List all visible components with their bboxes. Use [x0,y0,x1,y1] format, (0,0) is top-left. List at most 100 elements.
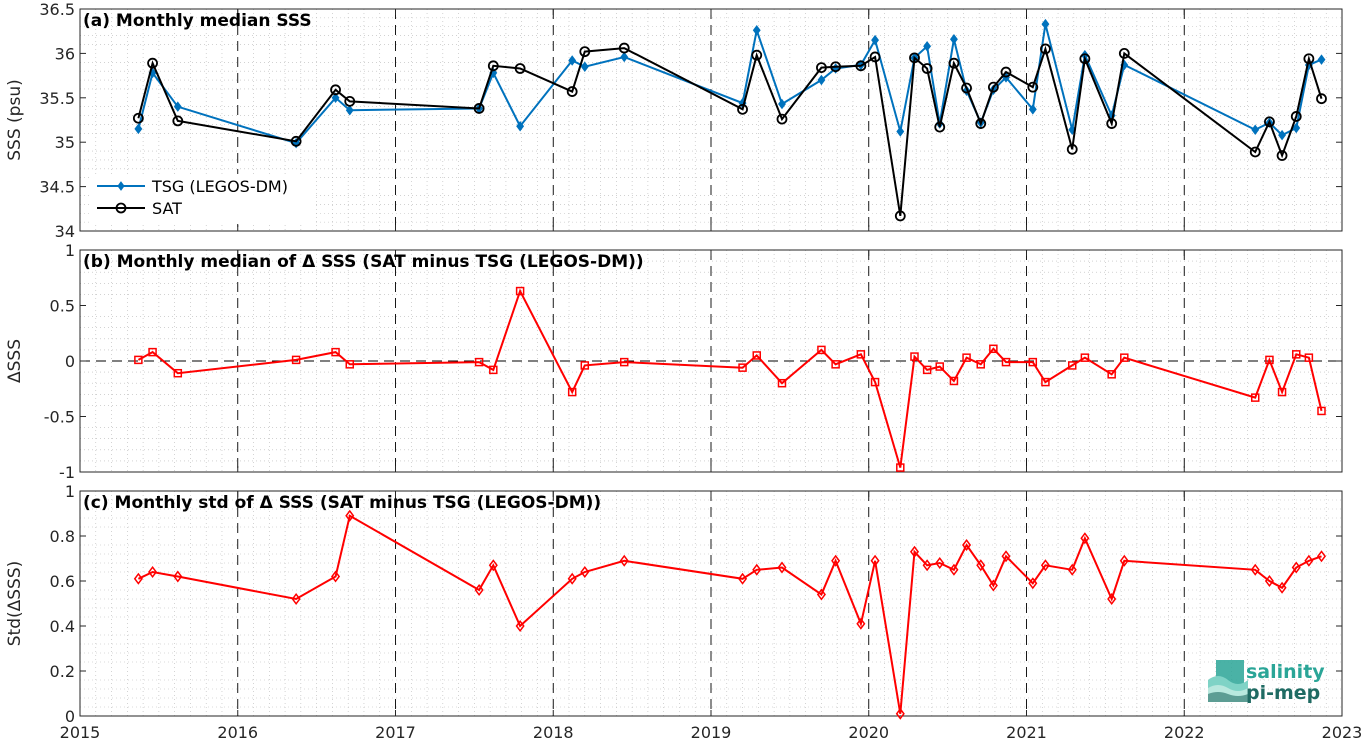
y-tick-label: 0.2 [50,662,75,681]
data-point [909,545,920,558]
data-point [172,115,184,127]
data-point [923,41,932,52]
x-axis-tick-labels: 2015 2016 2017 2018 2019 2020 2021 2022 2023 [60,723,1363,742]
series-line [137,288,1323,468]
panel-a-sss: 34 34.5 35 35.5 36 36.5 SSS (psu) (a) Monthly m… [5,0,1343,241]
y-tick-label: -1 [59,463,75,482]
panel-title: (b) Monthly median of Δ SSS (SAT minus T… [83,252,644,272]
data-point [895,707,905,720]
data-point [618,42,630,54]
y-tick-label: 0.4 [50,617,75,636]
logo-text-line2: pi-mep [1246,682,1320,704]
data-point [331,347,340,357]
data-point [1303,53,1315,65]
data-point [1119,554,1129,567]
data-point [817,345,826,355]
data-point [1106,118,1118,129]
data-point [132,112,144,124]
y-tick-label: -0.5 [44,408,75,427]
data-point [1107,370,1116,379]
y-tick-label: 36 [55,44,75,63]
data-point [345,104,354,116]
data-point [1250,393,1260,402]
data-point [515,619,525,633]
data-point [949,33,958,45]
y-tick-label: 35.5 [39,89,75,108]
data-point [1067,361,1077,370]
data-point [856,350,866,359]
legend: TSG (LEGOS-DM) SAT [91,174,313,224]
data-point [869,51,881,63]
data-point [1277,581,1287,594]
data-point [1292,350,1301,359]
data-point [566,86,578,97]
data-point [1028,577,1038,590]
y-tick-label: 35 [55,133,75,152]
data-point [752,351,761,360]
x-tick-label: 2016 [217,723,258,742]
data-point [1290,111,1302,122]
data-point [987,81,999,93]
data-point [948,57,960,69]
data-point [291,592,301,606]
panel-title: (c) Monthly std of Δ SSS (SAT minus TSG … [83,493,601,513]
y-tick-label: 0 [65,707,75,726]
data-point [580,565,590,579]
data-point [1066,143,1078,155]
data-point [619,357,629,367]
data-point [817,74,826,86]
y-tick-label: 34 [55,222,75,241]
data-point [922,559,932,572]
data-point [290,135,302,147]
series-line [137,514,1322,714]
data-point [489,365,498,375]
data-point [752,563,762,576]
data-point [487,60,499,72]
data-point [961,82,972,94]
y-tick-label: 1 [65,241,75,260]
data-point [1001,550,1011,563]
data-point [331,92,340,104]
data-point [752,25,761,36]
data-point [344,95,356,107]
data-point [976,360,986,369]
data-point [1107,592,1117,606]
series-line [137,45,1323,217]
data-point [989,344,998,354]
data-point [1277,387,1287,397]
data-point [580,361,590,370]
x-tick-label: 2017 [375,723,416,742]
data-point [949,376,959,386]
series-delta-sss [134,286,1326,472]
y-axis-label: Std(ΔSSS) [5,561,25,647]
salinity-pimep-wave-logo [1208,660,1248,702]
data-point [488,559,498,572]
legend-label: TSG (LEGOS-DM) [151,177,288,196]
data-point [1000,66,1012,78]
data-point [133,572,143,585]
legend-item: SAT [97,199,182,218]
data-point [909,52,920,64]
data-point [870,377,880,387]
data-point [1041,18,1050,30]
data-point [474,357,484,367]
data-point [330,84,341,96]
data-point [855,60,867,72]
data-point [935,362,944,371]
data-point [567,387,577,397]
data-point [173,368,183,378]
y-axis-label: ΔSSS [5,339,25,383]
panel-title: (a) Monthly median SSS [83,11,312,31]
x-tick-label: 2018 [533,723,574,742]
data-point [1316,93,1327,105]
data-point [777,561,787,574]
data-point [921,63,933,74]
data-point [778,98,786,110]
data-point [976,559,986,572]
data-point [1264,574,1274,588]
data-point [473,103,485,114]
data-point [1250,563,1260,576]
data-point [949,563,959,576]
data-point [514,63,526,74]
